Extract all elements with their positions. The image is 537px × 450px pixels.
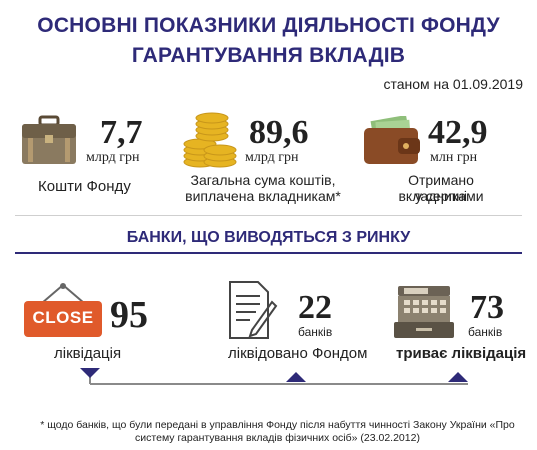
stat-unit-paid: млрд грн <box>245 150 299 165</box>
document-pen-icon <box>226 280 278 342</box>
wallet-icon <box>362 116 420 166</box>
close-sign-text: CLOSE <box>32 308 94 327</box>
footnote-line1: * щодо банків, що були передані в управл… <box>40 419 515 431</box>
stat-unit-received: млн грн <box>430 150 478 165</box>
stat-label-received-line1: Отримано вкладниками <box>398 172 484 204</box>
stat-label-paid-line1: Загальна сума коштів, <box>190 172 336 188</box>
footnote-line2: систему гарантування вкладів фізичних ос… <box>135 432 420 444</box>
page-title-line2: ГАРАНТУВАННЯ ВКЛАДІВ <box>131 44 406 67</box>
stat-value-received: 42,9 <box>428 114 488 151</box>
stat-value-funds: 7,7 <box>100 114 143 151</box>
divider <box>15 215 522 216</box>
banks-heading: БАНКИ, ЩО ВИВОДЯТЬСЯ З РИНКУ <box>126 229 411 246</box>
stat-label-paid-line2: виплачена вкладникам* <box>185 188 341 204</box>
stat-unit-funds: млрд грн <box>86 150 140 165</box>
banks-value-liquidation: 95 <box>110 294 148 336</box>
page-title-line1: ОСНОВНІ ПОКАЗНИКИ ДІЯЛЬНОСТІ ФОНДУ <box>37 14 500 37</box>
stat-label-received-line2: у серпні <box>415 188 467 204</box>
bank-connector <box>76 364 476 390</box>
briefcase-icon <box>20 115 78 167</box>
banks-value-ongoing: 73 <box>470 289 504 326</box>
stat-label-funds: Кошти Фонду <box>38 178 131 195</box>
banks-label-liquidation: ліквідація <box>54 345 122 362</box>
banks-label-liquidated: ліквідовано Фондом <box>228 345 368 362</box>
banks-label-ongoing: триває ліквідація <box>396 345 527 362</box>
cash-register-icon <box>394 284 454 340</box>
close-sign-icon <box>22 283 104 339</box>
banks-value-liquidated: 22 <box>298 289 332 326</box>
date-label: станом на 01.09.2019 <box>383 76 523 92</box>
banks-unit-ongoing: банків <box>468 325 503 339</box>
coins-icon <box>182 112 238 170</box>
stat-value-paid: 89,6 <box>249 114 309 151</box>
banks-unit-liquidated: банків <box>298 325 333 339</box>
banks-heading-underline <box>15 252 522 254</box>
